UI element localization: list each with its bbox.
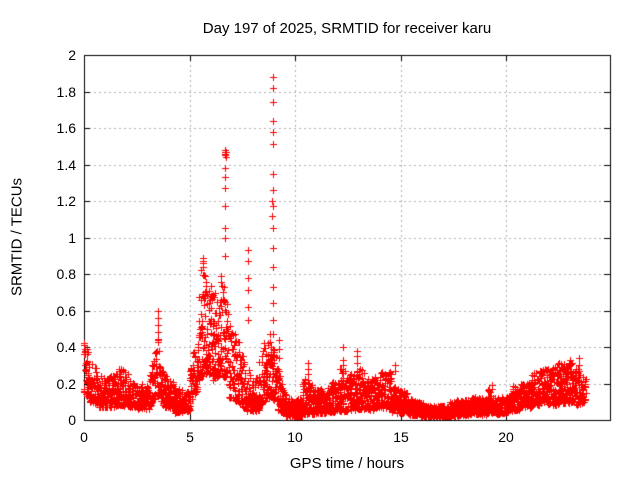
x-tick-label: 10 (287, 429, 303, 445)
y-tick-label: 1.6 (56, 120, 76, 136)
x-tick-label: 0 (80, 429, 88, 445)
y-tick-label: 2 (68, 47, 76, 63)
y-tick-label: 1 (68, 230, 76, 246)
y-tick-label: 0.2 (56, 376, 76, 392)
y-tick-label: 1.2 (56, 193, 76, 209)
x-axis-label: GPS time / hours (289, 455, 405, 472)
y-tick-label: 0.4 (56, 339, 76, 355)
chart-title: Day 197 of 2025, SRMTID for receiver kar… (202, 20, 492, 37)
x-tick-label: 5 (186, 429, 194, 445)
y-tick-label: 1.4 (56, 157, 76, 173)
x-tick-label: 15 (393, 429, 409, 445)
y-tick-label: 1.8 (56, 84, 76, 100)
y-tick-label: 0.6 (56, 303, 76, 319)
y-tick-label: 0.8 (56, 266, 76, 282)
x-tick-label: 20 (498, 429, 514, 445)
y-tick-label: 0 (68, 412, 76, 428)
